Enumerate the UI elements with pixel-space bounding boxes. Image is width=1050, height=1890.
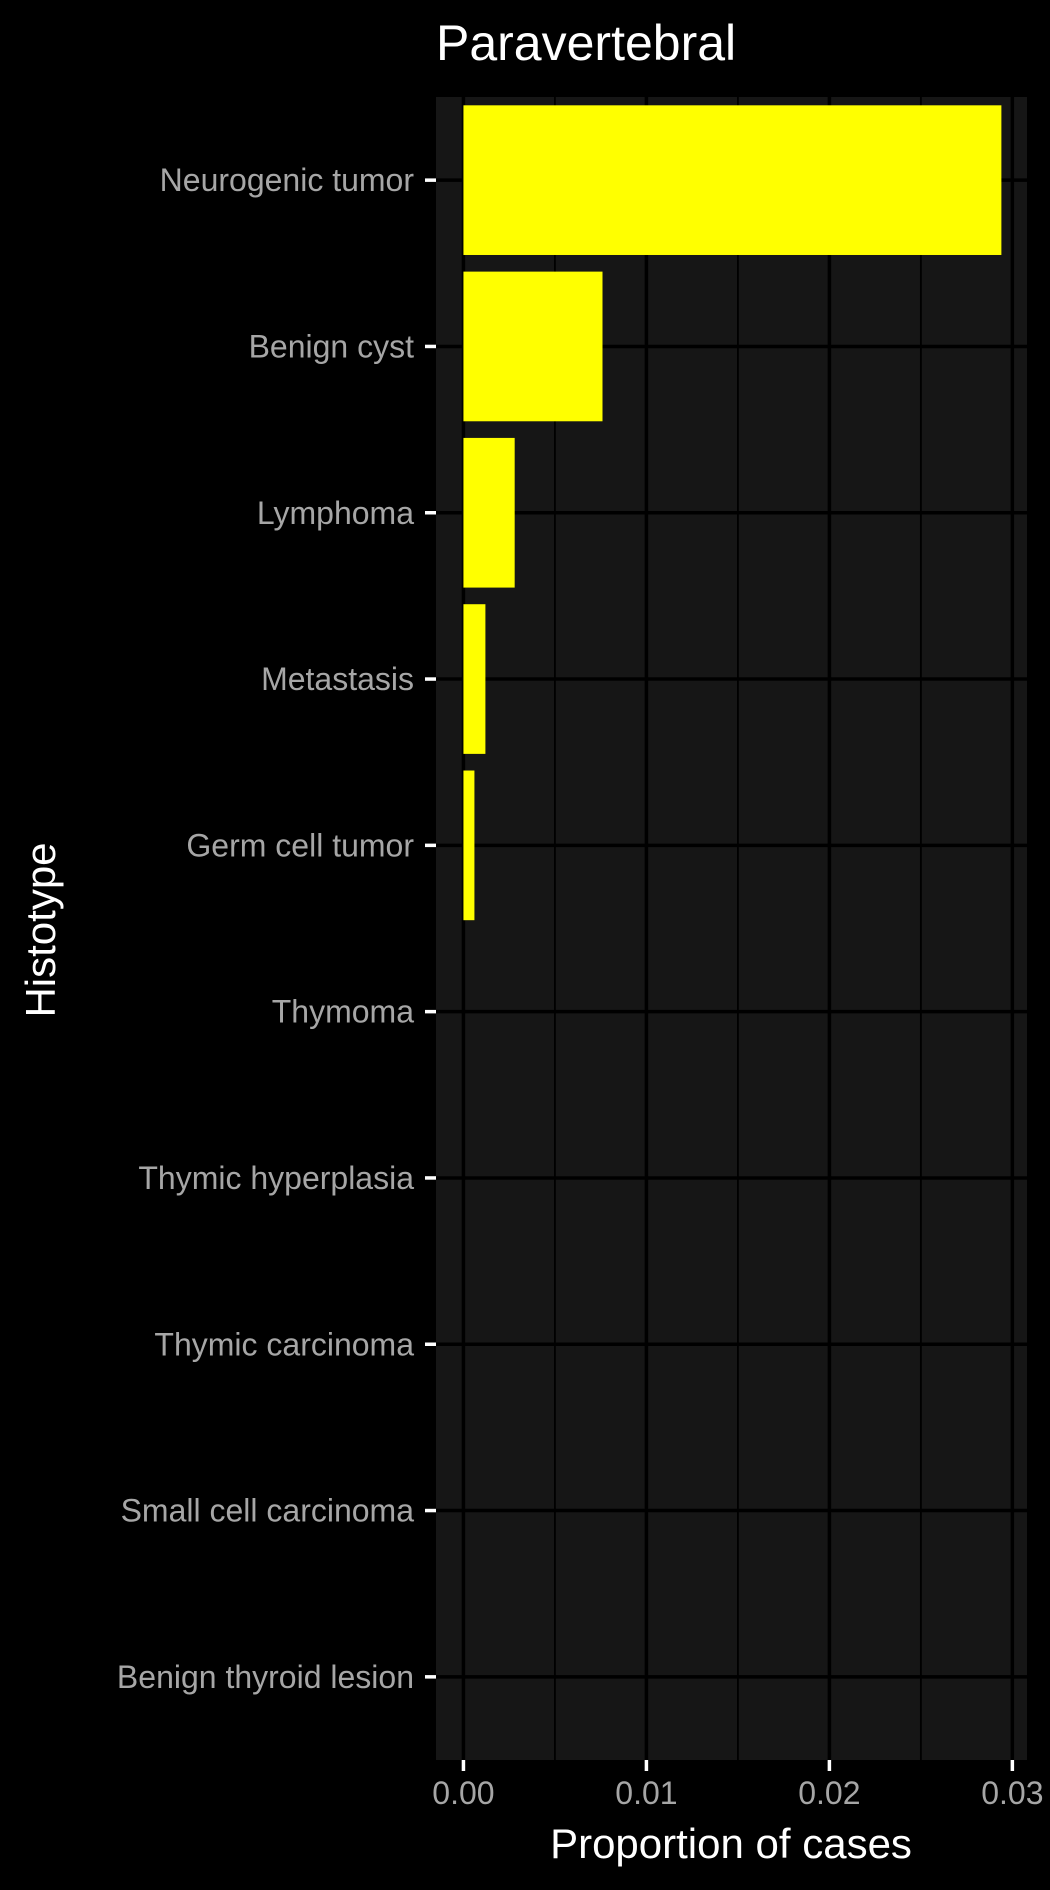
y-tick-label: Benign cyst: [249, 328, 415, 364]
y-tick-label: Lymphoma: [257, 495, 414, 531]
bar: [463, 437, 515, 588]
y-tick-label: Neurogenic tumor: [160, 162, 415, 198]
y-axis-title: Histotype: [17, 842, 64, 1017]
bar: [463, 770, 475, 921]
y-tick-label: Benign thyroid lesion: [117, 1659, 414, 1695]
x-tick-label: 0.02: [798, 1775, 860, 1811]
chart-title: Paravertebral: [436, 15, 736, 71]
x-axis: 0.00 0.01 0.02 0.03: [432, 1760, 1044, 1811]
x-tick-label: 0.01: [615, 1775, 677, 1811]
y-tick-label: Metastasis: [261, 661, 414, 697]
y-tick-label: Thymic carcinoma: [154, 1326, 414, 1362]
y-tick-label: Thymoma: [272, 994, 414, 1030]
y-tick-label: Thymic hyperplasia: [138, 1160, 414, 1196]
y-axis: Neurogenic tumor Benign cyst Lymphoma Metas…: [117, 162, 436, 1695]
bar: [463, 271, 603, 422]
bars: [463, 105, 1002, 921]
y-tick-label: Small cell carcinoma: [121, 1493, 415, 1529]
bar: [463, 105, 1002, 255]
bar: [463, 604, 486, 754]
x-tick-label: 0.00: [432, 1775, 494, 1811]
x-axis-title: Proportion of cases: [550, 1820, 912, 1867]
x-tick-label: 0.03: [981, 1775, 1043, 1811]
y-tick-label: Germ cell tumor: [186, 827, 414, 863]
